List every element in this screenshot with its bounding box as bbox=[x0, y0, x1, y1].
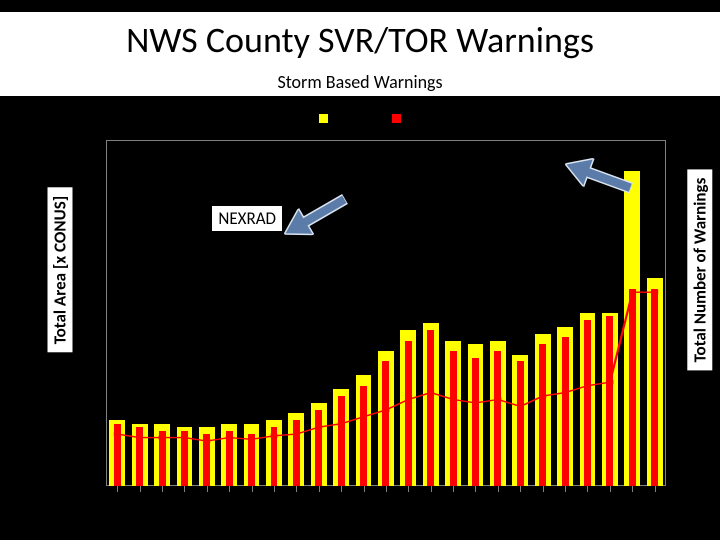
x-tick bbox=[266, 486, 282, 493]
x-tick bbox=[468, 486, 484, 493]
bar-count bbox=[382, 361, 389, 486]
bar-group bbox=[109, 140, 125, 486]
x-tick bbox=[512, 486, 528, 493]
bar-group bbox=[266, 140, 282, 486]
bar-group bbox=[557, 140, 573, 486]
bar-group bbox=[423, 140, 439, 486]
x-ticks bbox=[106, 486, 666, 493]
bar-count bbox=[271, 427, 278, 486]
x-tick bbox=[356, 486, 372, 493]
bar-group bbox=[244, 140, 260, 486]
x-tick bbox=[423, 486, 439, 493]
bar-group bbox=[199, 140, 215, 486]
bar-group bbox=[647, 140, 663, 486]
x-tick bbox=[400, 486, 416, 493]
bar-group bbox=[445, 140, 461, 486]
bar-group bbox=[468, 140, 484, 486]
bar-group bbox=[177, 140, 193, 486]
bar-count bbox=[248, 434, 255, 486]
bar-group bbox=[311, 140, 327, 486]
bar-count bbox=[539, 344, 546, 486]
bar-group bbox=[512, 140, 528, 486]
bar-count bbox=[651, 289, 658, 486]
annotation-nexrad: NEXRAD bbox=[212, 206, 282, 231]
bar-count bbox=[517, 361, 524, 486]
chart-legend bbox=[0, 108, 720, 127]
bar-group bbox=[580, 140, 596, 486]
bar-group bbox=[288, 140, 304, 486]
page-title: NWS County SVR/TOR Warnings bbox=[0, 12, 720, 68]
x-tick bbox=[109, 486, 125, 493]
legend-item-count bbox=[392, 108, 401, 127]
bar-count bbox=[606, 316, 613, 486]
legend-swatch-count bbox=[392, 114, 401, 123]
bar-container bbox=[106, 140, 666, 486]
x-tick bbox=[602, 486, 618, 493]
x-tick bbox=[177, 486, 193, 493]
bar-group bbox=[535, 140, 551, 486]
bar-count bbox=[293, 420, 300, 486]
x-tick bbox=[490, 486, 506, 493]
bar-count bbox=[360, 386, 367, 486]
x-tick bbox=[445, 486, 461, 493]
bar-count bbox=[203, 434, 210, 486]
bar-group bbox=[333, 140, 349, 486]
x-tick bbox=[244, 486, 260, 493]
x-tick bbox=[288, 486, 304, 493]
slide-root: NWS County SVR/TOR Warnings Storm Based … bbox=[0, 0, 720, 540]
x-tick bbox=[535, 486, 551, 493]
bar-group bbox=[490, 140, 506, 486]
x-tick bbox=[378, 486, 394, 493]
bar-count bbox=[159, 431, 166, 486]
bar-group bbox=[132, 140, 148, 486]
x-tick bbox=[580, 486, 596, 493]
bar-group bbox=[356, 140, 372, 486]
x-tick bbox=[132, 486, 148, 493]
legend-swatch-area bbox=[319, 114, 328, 123]
bar-count bbox=[114, 424, 121, 486]
x-tick bbox=[333, 486, 349, 493]
bar-group bbox=[602, 140, 618, 486]
bar-count bbox=[629, 289, 636, 486]
x-tick bbox=[221, 486, 237, 493]
bar-count bbox=[584, 320, 591, 486]
legend-item-area bbox=[319, 108, 328, 127]
bar-count bbox=[562, 337, 569, 486]
x-tick bbox=[154, 486, 170, 493]
x-tick bbox=[647, 486, 663, 493]
bar-count bbox=[450, 351, 457, 486]
x-tick bbox=[311, 486, 327, 493]
bar-count bbox=[226, 431, 233, 486]
bar-count bbox=[472, 358, 479, 486]
bar-group bbox=[624, 140, 640, 486]
bar-group bbox=[400, 140, 416, 486]
x-tick bbox=[624, 486, 640, 493]
bar-count bbox=[315, 410, 322, 486]
x-tick bbox=[199, 486, 215, 493]
bar-count bbox=[427, 330, 434, 486]
x-tick bbox=[557, 486, 573, 493]
bar-count bbox=[405, 341, 412, 486]
bar-count bbox=[338, 396, 345, 486]
bar-group bbox=[221, 140, 237, 486]
bar-count bbox=[181, 431, 188, 486]
bar-group bbox=[154, 140, 170, 486]
y-axis-label-right: Total Number of Warnings bbox=[688, 170, 713, 371]
chart-area: NEXRAD bbox=[106, 140, 666, 486]
bar-count bbox=[136, 427, 143, 486]
y-axis-label-left: Total Area [x CONUS] bbox=[48, 188, 73, 353]
bar-count bbox=[494, 351, 501, 486]
bar-group bbox=[378, 140, 394, 486]
chart-subtitle: Storm Based Warnings bbox=[0, 68, 720, 96]
